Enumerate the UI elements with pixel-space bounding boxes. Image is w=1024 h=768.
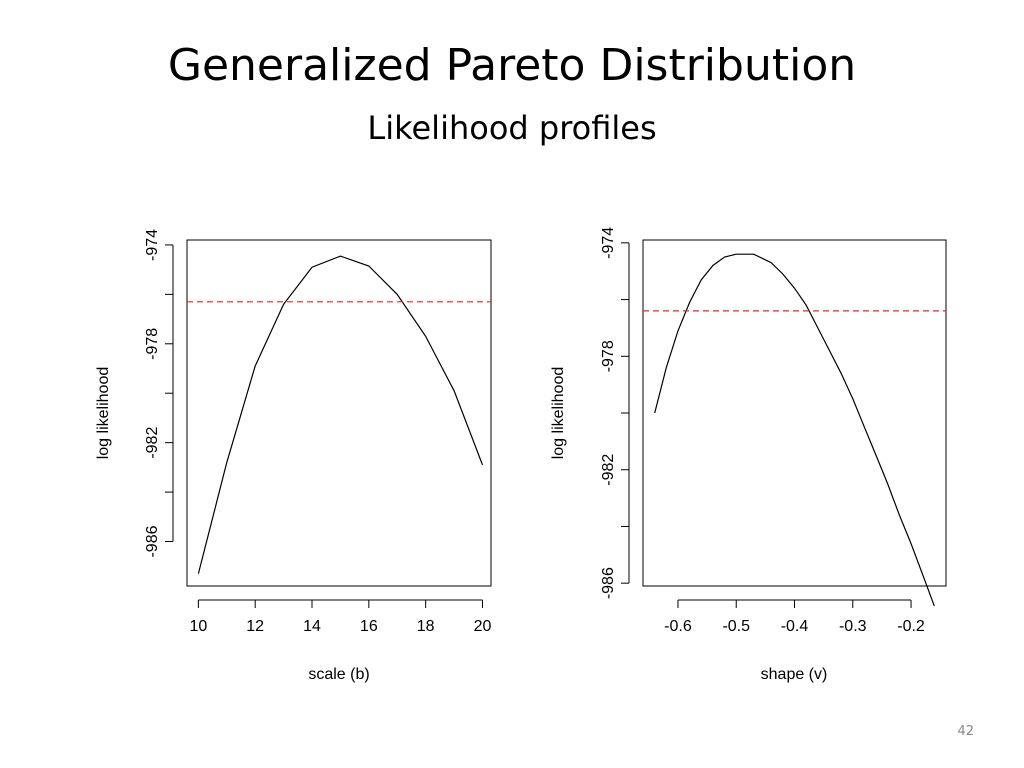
chart-0-y-tick-label: -978 <box>144 328 161 360</box>
chart-1-y-tick-label: -978 <box>600 340 617 372</box>
chart-0-y-axis-title: log likelihood <box>95 367 112 460</box>
chart-0-y-tick-label: -982 <box>144 427 161 459</box>
chart-1-plot-frame <box>642 239 947 587</box>
chart-1-likelihood-curve <box>654 253 935 607</box>
chart-1-x-axis-title: shape (v) <box>761 666 828 683</box>
shape-likelihood-chart: -0.6 -0.5 -0.4 -0.3 -0.2 -974 -978 -982 -986 shap… <box>550 227 947 683</box>
chart-0-x-tick-label: 20 <box>474 618 492 635</box>
chart-1-y-tick-label: -986 <box>600 567 617 599</box>
slide-subtitle: Likelihood profiles <box>367 109 657 147</box>
chart-0-x-tick-label: 12 <box>246 618 264 635</box>
chart-0-x-tick-label: 14 <box>303 618 321 635</box>
chart-1-x-tick-label: -0.4 <box>781 618 809 635</box>
chart-0-x-tick-label: 10 <box>189 618 207 635</box>
chart-0-x-tick-label: 18 <box>417 618 435 635</box>
chart-0-plot-frame <box>186 239 492 587</box>
chart-0-x-tick-label: 16 <box>360 618 378 635</box>
chart-1-y-tick-label: -974 <box>600 227 617 259</box>
chart-1-y-axis-title: log likelihood <box>550 367 567 460</box>
slide-title: Generalized Pareto Distribution <box>167 40 857 91</box>
chart-1-y-tick-label: -982 <box>600 454 617 486</box>
chart-0-y-tick-label: -986 <box>144 525 161 557</box>
scale-likelihood-chart: 10 12 14 16 18 20 -974 -978 -982 -986 scale (b) log… <box>95 229 492 683</box>
page-number: 42 <box>957 724 974 739</box>
chart-0-likelihood-curve <box>197 255 484 574</box>
chart-1-x-tick-label: -0.5 <box>722 618 750 635</box>
chart-1-x-tick-label: -0.2 <box>897 618 925 635</box>
chart-1-x-tick-label: -0.6 <box>664 618 692 635</box>
chart-1-x-tick-label: -0.3 <box>839 618 867 635</box>
chart-0-y-tick-label: -974 <box>144 229 161 261</box>
chart-0-x-axis-title: scale (b) <box>308 666 369 683</box>
